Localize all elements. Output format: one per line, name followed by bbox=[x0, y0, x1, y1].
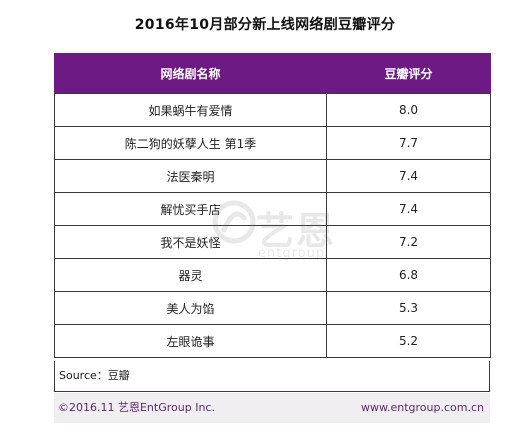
score-cell: 7.7 bbox=[326, 126, 491, 160]
score-cell: 5.2 bbox=[326, 324, 491, 358]
source-note: Source：豆瓣 bbox=[54, 361, 490, 392]
table-header-row: 网络剧名称 豆瓣评分 bbox=[54, 53, 491, 94]
table-row: 左眼诡事 5.2 bbox=[54, 324, 491, 358]
drama-name-cell: 我不是妖怪 bbox=[54, 225, 327, 259]
table-row: 我不是妖怪 7.2 bbox=[54, 225, 491, 259]
score-cell: 8.0 bbox=[326, 93, 491, 127]
ratings-table: 网络剧名称 豆瓣评分 如果蜗牛有爱情 8.0 陈二狗的妖孽人生 第1季 7.7 … bbox=[54, 53, 491, 358]
score-cell: 7.4 bbox=[326, 159, 491, 193]
table-row: 陈二狗的妖孽人生 第1季 7.7 bbox=[54, 126, 491, 160]
drama-name-cell: 如果蜗牛有爱情 bbox=[54, 93, 327, 127]
drama-name-cell: 左眼诡事 bbox=[54, 324, 327, 358]
score-cell: 7.2 bbox=[326, 225, 491, 259]
score-cell: 6.8 bbox=[326, 258, 491, 292]
score-cell: 5.3 bbox=[326, 291, 491, 325]
drama-name-cell: 解忧买手店 bbox=[54, 192, 327, 226]
drama-name-cell: 法医秦明 bbox=[54, 159, 327, 193]
table-row: 美人为馅 5.3 bbox=[54, 291, 491, 325]
column-header-name: 网络剧名称 bbox=[54, 53, 327, 94]
column-header-score: 豆瓣评分 bbox=[326, 53, 491, 94]
drama-name-cell: 美人为馅 bbox=[54, 291, 327, 325]
score-cell: 7.4 bbox=[326, 192, 491, 226]
table-row: 如果蜗牛有爱情 8.0 bbox=[54, 93, 491, 127]
footer-bar: ©2016.11 艺恩EntGroup Inc. www.entgroup.co… bbox=[54, 393, 490, 423]
copyright-text: ©2016.11 艺恩EntGroup Inc. bbox=[58, 401, 215, 414]
table-row: 器灵 6.8 bbox=[54, 258, 491, 292]
drama-name-cell: 器灵 bbox=[54, 258, 327, 292]
source-text: Source：豆瓣 bbox=[59, 369, 130, 382]
table-row: 解忧买手店 7.4 bbox=[54, 192, 491, 226]
website-link[interactable]: www.entgroup.com.cn bbox=[361, 401, 484, 414]
drama-name-cell: 陈二狗的妖孽人生 第1季 bbox=[54, 126, 327, 160]
table-row: 法医秦明 7.4 bbox=[54, 159, 491, 193]
chart-title: 2016年10月部分新上线网络剧豆瓣评分 bbox=[134, 17, 396, 33]
